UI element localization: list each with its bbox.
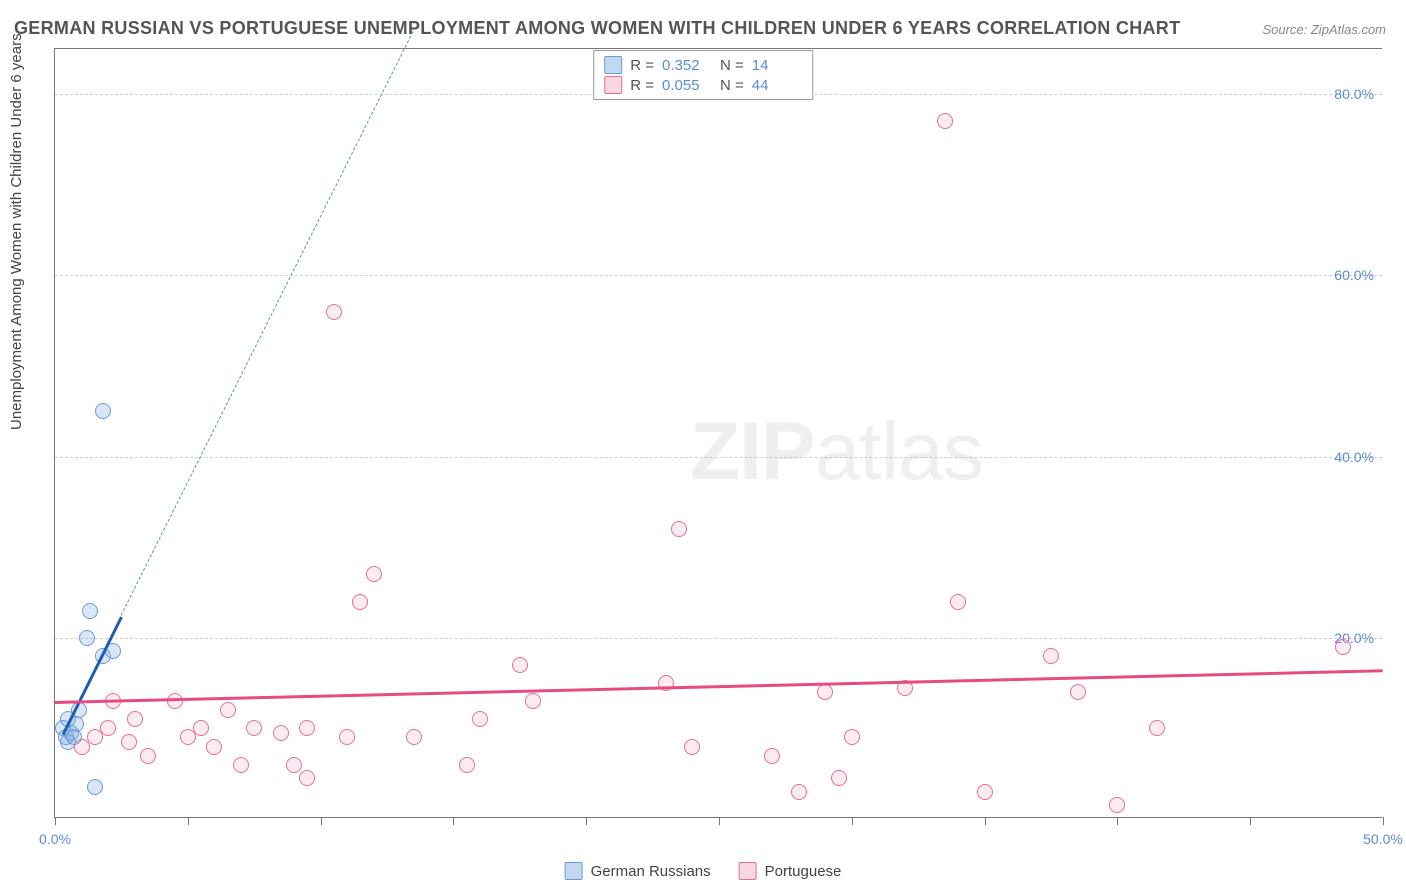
series-legend: German Russians Portuguese <box>565 862 842 880</box>
chart-plot-area: 20.0%40.0%60.0%80.0%0.0%50.0% <box>54 48 1382 818</box>
data-point <box>764 748 780 764</box>
data-point <box>95 403 111 419</box>
data-point <box>950 594 966 610</box>
data-point <box>472 711 488 727</box>
y-tick-label: 60.0% <box>1334 267 1374 283</box>
data-point <box>684 739 700 755</box>
data-point <box>79 630 95 646</box>
data-point <box>1070 684 1086 700</box>
x-tick-mark <box>55 817 56 825</box>
data-point <box>220 702 236 718</box>
data-point <box>512 657 528 673</box>
x-tick-label: 0.0% <box>39 831 71 847</box>
x-tick-mark <box>985 817 986 825</box>
trend-line <box>55 670 1383 704</box>
data-point <box>791 784 807 800</box>
legend-label: German Russians <box>591 863 711 880</box>
grid-line <box>55 457 1382 458</box>
legend-n-value: 44 <box>752 77 802 94</box>
data-point <box>977 784 993 800</box>
x-tick-mark <box>321 817 322 825</box>
x-tick-mark <box>586 817 587 825</box>
legend-n-label: N = <box>720 57 744 74</box>
data-point <box>831 770 847 786</box>
data-point <box>246 720 262 736</box>
data-point <box>87 779 103 795</box>
data-point <box>206 739 222 755</box>
x-tick-label: 50.0% <box>1363 831 1403 847</box>
data-point <box>233 757 249 773</box>
data-point <box>1335 639 1351 655</box>
x-tick-mark <box>719 817 720 825</box>
data-point <box>937 113 953 129</box>
data-point <box>459 757 475 773</box>
legend-n-value: 14 <box>752 57 802 74</box>
data-point <box>100 720 116 736</box>
legend-item: Portuguese <box>739 862 842 880</box>
legend-row: R = 0.352 N = 14 <box>604 55 802 75</box>
legend-item: German Russians <box>565 862 711 880</box>
legend-r-label: R = <box>630 77 654 94</box>
data-point <box>844 729 860 745</box>
grid-line <box>55 275 1382 276</box>
data-point <box>82 603 98 619</box>
data-point <box>1149 720 1165 736</box>
y-tick-label: 40.0% <box>1334 449 1374 465</box>
data-point <box>525 693 541 709</box>
x-tick-mark <box>453 817 454 825</box>
legend-row: R = 0.055 N = 44 <box>604 75 802 95</box>
chart-title: GERMAN RUSSIAN VS PORTUGUESE UNEMPLOYMEN… <box>14 18 1180 39</box>
x-tick-mark <box>1383 817 1384 825</box>
legend-swatch <box>604 56 622 74</box>
legend-swatch <box>739 862 757 880</box>
correlation-legend: R = 0.352 N = 14 R = 0.055 N = 44 <box>593 50 813 100</box>
data-point <box>127 711 143 727</box>
source-label: Source: ZipAtlas.com <box>1262 22 1386 37</box>
x-tick-mark <box>188 817 189 825</box>
data-point <box>406 729 422 745</box>
legend-swatch <box>604 76 622 94</box>
data-point <box>366 566 382 582</box>
data-point <box>286 757 302 773</box>
data-point <box>273 725 289 741</box>
data-point <box>352 594 368 610</box>
y-axis-label: Unemployment Among Women with Children U… <box>8 33 25 430</box>
legend-n-label: N = <box>720 77 744 94</box>
legend-r-value: 0.055 <box>662 77 712 94</box>
data-point <box>817 684 833 700</box>
data-point <box>167 693 183 709</box>
data-point <box>1109 797 1125 813</box>
data-point <box>140 748 156 764</box>
x-tick-mark <box>852 817 853 825</box>
data-point <box>671 521 687 537</box>
legend-swatch <box>565 862 583 880</box>
trend-line <box>121 31 414 616</box>
x-tick-mark <box>1250 817 1251 825</box>
legend-r-value: 0.352 <box>662 57 712 74</box>
grid-line <box>55 638 1382 639</box>
data-point <box>299 770 315 786</box>
legend-label: Portuguese <box>765 863 842 880</box>
y-tick-label: 80.0% <box>1334 86 1374 102</box>
data-point <box>339 729 355 745</box>
x-tick-mark <box>1117 817 1118 825</box>
data-point <box>299 720 315 736</box>
data-point <box>1043 648 1059 664</box>
data-point <box>121 734 137 750</box>
data-point <box>193 720 209 736</box>
data-point <box>326 304 342 320</box>
legend-r-label: R = <box>630 57 654 74</box>
